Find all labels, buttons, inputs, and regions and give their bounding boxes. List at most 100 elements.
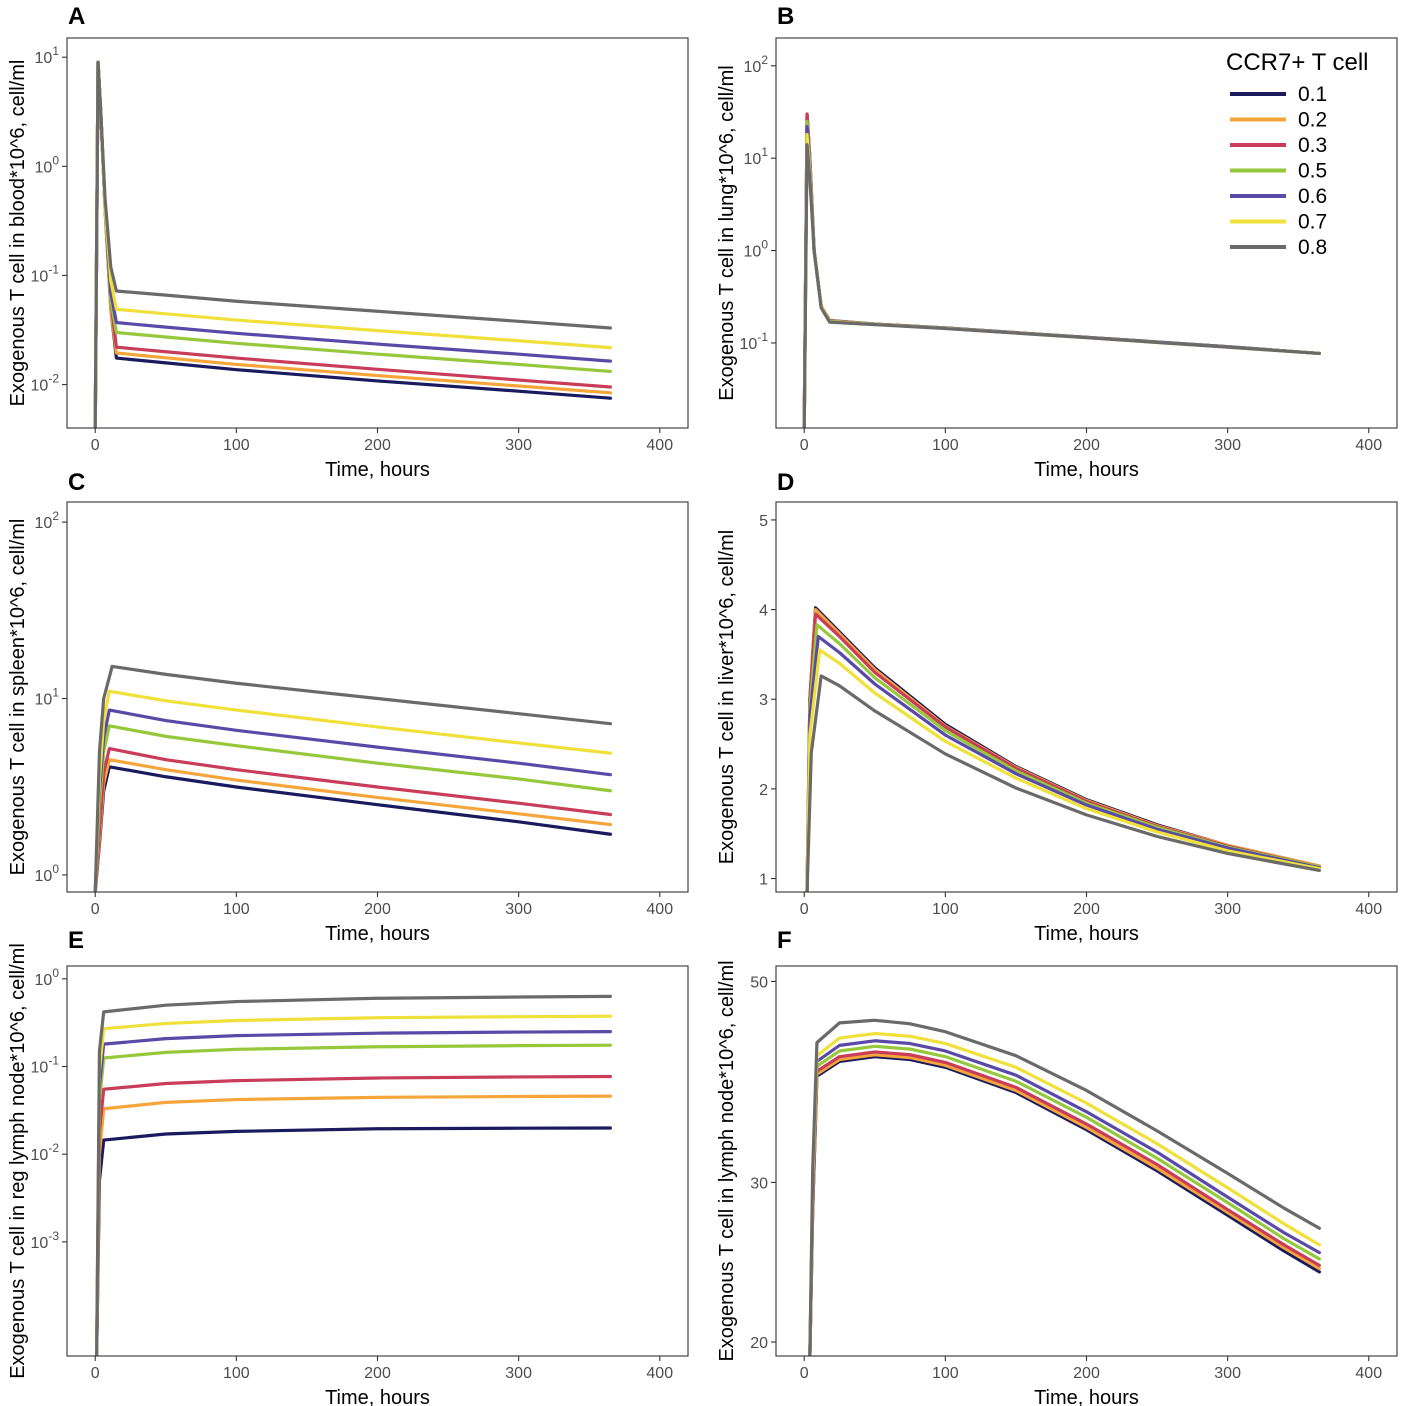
series-group xyxy=(805,606,1321,892)
y-axis-title: Exogenous T cell in lymph node*10^6, cel… xyxy=(716,960,738,1361)
y-tick-label: 4 xyxy=(759,603,768,620)
x-tick-label: 400 xyxy=(646,1365,673,1382)
x-tick-label: 400 xyxy=(1355,437,1382,454)
legend-label: 0.6 xyxy=(1298,185,1327,208)
series-line-0-8 xyxy=(93,664,612,892)
x-tick-label: 100 xyxy=(932,901,959,918)
x-axis-title: Time, hours xyxy=(325,459,430,481)
tick-base: 10 xyxy=(744,244,762,261)
series-line-0-3 xyxy=(802,112,1321,428)
x-tick-label: 400 xyxy=(1355,1365,1382,1382)
legend-label: 0.1 xyxy=(1298,83,1327,106)
x-axis-title: Time, hours xyxy=(1034,1387,1139,1406)
series-line-0-5 xyxy=(93,724,612,892)
legend-item: 0.5 xyxy=(1230,160,1327,183)
series-line-0-6 xyxy=(805,634,1321,892)
x-tick-label: 200 xyxy=(364,901,391,918)
legend-item: 0.7 xyxy=(1230,211,1327,234)
legend-items: 0.1 0.20.3 0.50.6 0.70.8 xyxy=(1230,83,1327,259)
y-tick-label: 101 xyxy=(35,44,60,67)
series-line-0-8 xyxy=(93,60,612,428)
x-tick-label: 0 xyxy=(800,437,809,454)
tick-exponent: 2 xyxy=(761,53,768,67)
y-tick-label: 10-2 xyxy=(31,1141,60,1164)
x-tick-label: 100 xyxy=(223,901,250,918)
x-tick-label: 0 xyxy=(91,901,100,918)
y-tick-label: 10-1 xyxy=(31,1054,60,1077)
legend-title: CCR7+ T cell xyxy=(1226,49,1369,76)
plot-frame xyxy=(775,501,1398,893)
x-tick-label: 0 xyxy=(800,901,809,918)
y-tick-label: 20 xyxy=(750,1335,768,1352)
legend-item: 0.6 xyxy=(1230,185,1327,208)
series-line-0-2 xyxy=(93,60,612,428)
x-axis-title: Time, hours xyxy=(1034,923,1139,945)
panel-letter: D xyxy=(777,469,794,496)
panel-letter: A xyxy=(68,3,85,30)
legend-label: 0.5 xyxy=(1298,160,1327,183)
y-tick-label: 3 xyxy=(759,692,768,709)
tick-base: 10 xyxy=(31,1147,49,1164)
series-line-0-5 xyxy=(802,119,1321,428)
tick-base: 10 xyxy=(31,1060,49,1077)
tick-base: 10 xyxy=(35,159,53,176)
series-line-0-7 xyxy=(805,648,1321,892)
y-tick-label: 2 xyxy=(759,782,768,799)
series-line-0-2 xyxy=(802,115,1321,428)
plot-frame xyxy=(775,965,1398,1357)
panel-letter: E xyxy=(68,927,84,954)
x-tick-label: 400 xyxy=(646,901,673,918)
panel-f: F 0 100 200 300 400 20 30 50 Time, hours Exogenous… xyxy=(716,927,1398,1406)
panel-letter: B xyxy=(777,3,794,30)
y-tick-label: 10-2 xyxy=(31,372,60,395)
legend-item: 0.3 xyxy=(1230,134,1327,157)
tick-base: 10 xyxy=(744,59,762,76)
panel-letter: C xyxy=(68,469,85,496)
tick-exponent: 1 xyxy=(52,44,59,58)
series-group xyxy=(808,1018,1321,1356)
panel-letter: F xyxy=(777,927,792,954)
x-tick-label: 300 xyxy=(1214,437,1241,454)
x-tick-label: 200 xyxy=(1073,437,1100,454)
series-line-0-8 xyxy=(805,674,1321,892)
series-line-0-8 xyxy=(802,143,1321,428)
x-tick-label: 200 xyxy=(1073,901,1100,918)
y-tick-label: 102 xyxy=(744,53,769,76)
series-line-0-5 xyxy=(95,1043,612,1356)
tick-base: 10 xyxy=(744,151,762,168)
x-tick-label: 300 xyxy=(505,1365,532,1382)
y-tick-label: 5 xyxy=(759,513,768,530)
y-tick-label: 100 xyxy=(35,966,60,989)
legend: CCR7+ T cell 0.1 0.20.3 0.50.6 0.70.8 xyxy=(1226,49,1369,259)
tick-exponent: -3 xyxy=(48,1229,59,1243)
tick-exponent: 0 xyxy=(52,966,59,980)
series-line-0-1 xyxy=(93,765,612,892)
y-tick-label: 101 xyxy=(35,686,60,709)
x-tick-label: 100 xyxy=(932,437,959,454)
legend-item: 0.2 xyxy=(1230,109,1327,132)
tick-exponent: -1 xyxy=(48,262,59,276)
tick-exponent: 0 xyxy=(761,238,768,252)
tick-exponent: -2 xyxy=(48,1141,59,1155)
tick-base: 10 xyxy=(35,868,53,885)
legend-label: 0.7 xyxy=(1298,211,1327,234)
legend-item: 0.8 xyxy=(1230,236,1327,259)
series-line-0-7 xyxy=(808,1031,1321,1356)
y-axis-title: Exogenous T cell in liver*10^6, cell/ml xyxy=(716,530,738,864)
tick-exponent: 1 xyxy=(761,145,768,159)
y-axis-title: Exogenous T cell in lung*10^6, cell/ml xyxy=(716,65,738,401)
tick-exponent: 0 xyxy=(52,862,59,876)
y-tick-label: 10-1 xyxy=(31,262,60,285)
x-tick-label: 200 xyxy=(364,437,391,454)
x-tick-label: 300 xyxy=(505,901,532,918)
x-tick-label: 400 xyxy=(1355,901,1382,918)
x-tick-label: 200 xyxy=(364,1365,391,1382)
x-tick-label: 300 xyxy=(505,437,532,454)
x-tick-label: 0 xyxy=(91,437,100,454)
x-tick-label: 100 xyxy=(223,1365,250,1382)
tick-base: 10 xyxy=(31,268,49,285)
series-line-0-1 xyxy=(95,1126,612,1356)
x-tick-label: 300 xyxy=(1214,1365,1241,1382)
